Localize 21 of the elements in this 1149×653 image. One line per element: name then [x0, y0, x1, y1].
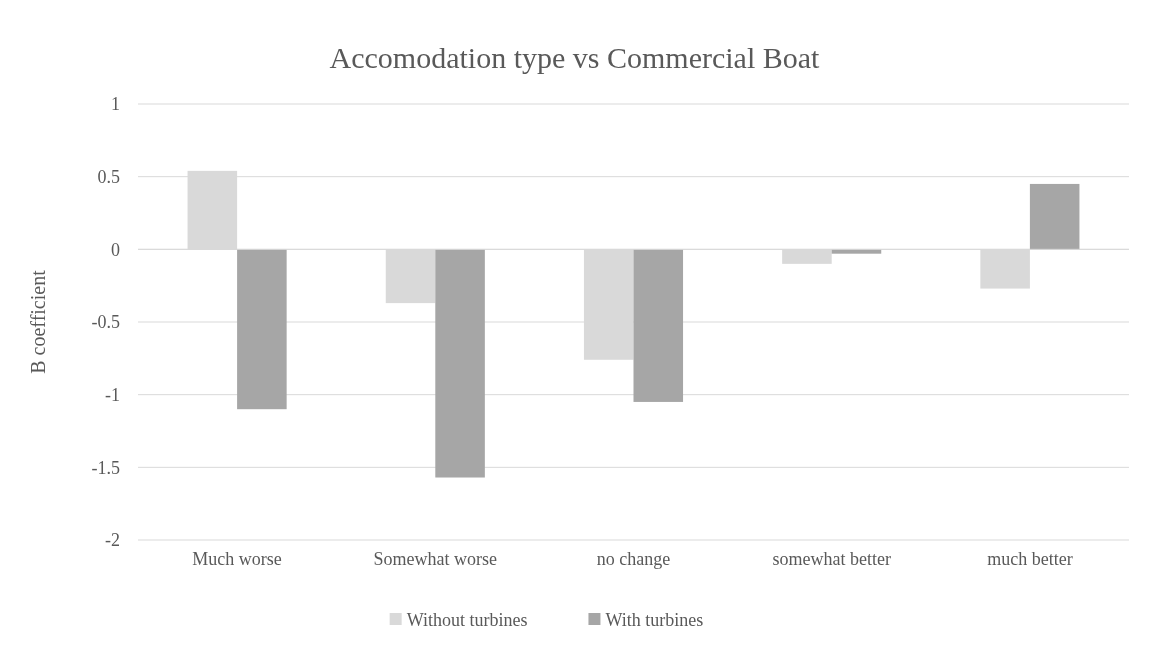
bar: [831, 249, 882, 254]
y-tick-label: 0: [111, 239, 120, 260]
y-tick-label: 0.5: [97, 166, 120, 187]
y-tick-label: -2: [105, 530, 120, 551]
y-tick-label: 1: [111, 94, 120, 115]
x-tick-label: Somewhat worse: [373, 549, 498, 569]
x-tick-label: much better: [987, 549, 1073, 569]
bar: [633, 249, 684, 402]
x-tick-label: Much worse: [192, 549, 282, 569]
bar: [237, 249, 287, 410]
bar: [1029, 183, 1080, 250]
y-axis-title: B coefficient: [27, 269, 49, 374]
chart-title: Accomodation type vs Commercial Boat: [329, 41, 821, 74]
y-tick-label: -1: [105, 384, 120, 405]
legend-label: Without turbines: [406, 610, 528, 631]
legend-label: With turbines: [605, 610, 704, 631]
y-tick-label: -0.5: [91, 312, 120, 333]
y-tick-label: -1.5: [91, 457, 120, 478]
x-tick-label: no change: [596, 549, 671, 569]
bar: [435, 249, 485, 478]
x-tick-label: somewhat better: [772, 549, 891, 569]
